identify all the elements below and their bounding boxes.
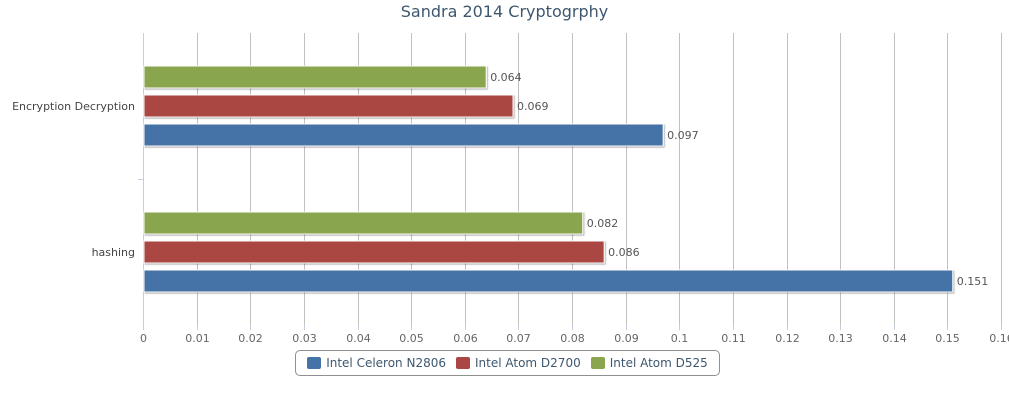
- x-tick-label: 0.06: [453, 332, 478, 345]
- bar: [143, 94, 514, 118]
- bars: [143, 65, 954, 293]
- legend-item[interactable]: Intel Celeron N2806: [307, 356, 446, 370]
- legend-swatch: [590, 357, 605, 369]
- x-tick-label: 0.09: [614, 332, 639, 345]
- data-label: 0.097: [667, 129, 699, 142]
- x-tick-label: 0.05: [399, 332, 424, 345]
- x-tick-label: 0.12: [775, 332, 800, 345]
- legend: Intel Celeron N2806 Intel Atom D2700 Intel…: [295, 350, 720, 376]
- x-tick-label: 0.01: [185, 332, 210, 345]
- category-label: Encryption Decryption: [12, 100, 135, 113]
- x-tick-label: 0.11: [721, 332, 746, 345]
- legend-item[interactable]: Intel Atom D2700: [456, 356, 581, 370]
- x-tick-label: 0: [140, 332, 147, 345]
- legend-swatch: [456, 357, 470, 369]
- legend-swatch: [307, 357, 322, 369]
- bar: [143, 211, 584, 235]
- data-label: 0.069: [517, 100, 549, 113]
- x-tick-label: 0.08: [560, 332, 585, 345]
- bar-chart: 0 0.01 0.02 0.03 0.04 0.05 0.06 0.07 0.08 0.09 0.1…: [12, 33, 1009, 345]
- data-label: 0.086: [608, 246, 640, 259]
- bar: [143, 123, 664, 147]
- bar: [143, 65, 487, 89]
- x-tick-label: 0.13: [828, 332, 853, 345]
- data-label: 0.064: [490, 71, 522, 84]
- axes: 0 0.01 0.02 0.03 0.04 0.05 0.06 0.07 0.08 0.09 0.1…: [138, 33, 1009, 345]
- x-tick-label: 0.14: [882, 332, 907, 345]
- legend-label: Intel Atom D2700: [475, 356, 581, 370]
- data-label: 0.151: [957, 275, 989, 288]
- chart-title: Sandra 2014 Cryptogrphy: [400, 2, 609, 21]
- legend-item[interactable]: Intel Atom D525: [590, 356, 708, 370]
- legend-label: Intel Celeron N2806: [326, 356, 446, 370]
- x-tick-label: 0.1: [671, 332, 689, 345]
- x-tick-label: 0.16: [989, 332, 1009, 345]
- x-tick-label: 0.03: [292, 332, 317, 345]
- bar: [143, 269, 954, 293]
- x-tick-label: 0.07: [506, 332, 531, 345]
- bar: [143, 240, 605, 264]
- category-label: hashing: [92, 246, 135, 259]
- data-label: 0.082: [587, 217, 619, 230]
- labels: Encryption Decryption 0.064 0.069 0.097 hash…: [12, 71, 988, 288]
- x-tick-label: 0.04: [346, 332, 371, 345]
- legend-label: Intel Atom D525: [609, 356, 708, 370]
- x-tick-label: 0.02: [238, 332, 263, 345]
- x-tick-label: 0.15: [935, 332, 960, 345]
